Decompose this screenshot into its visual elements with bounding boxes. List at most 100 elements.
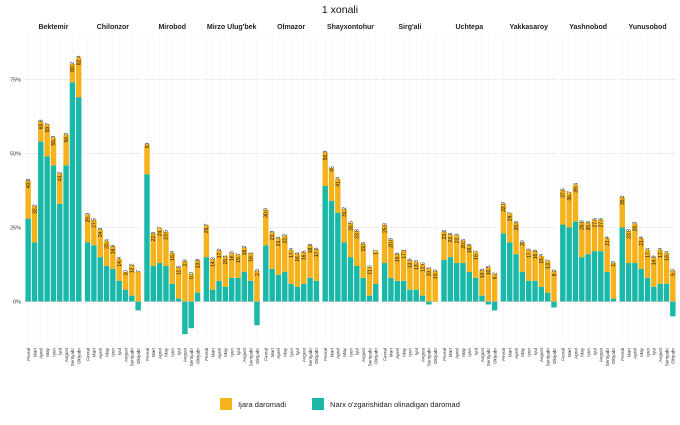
data-label: 17 [374,249,380,255]
bar-ijara [294,253,301,287]
bar-ijara [282,235,288,272]
x-tick-label: Avgust [480,347,485,362]
bar-narx [354,266,360,302]
facet-title: Chilonzor [97,24,130,31]
x-tick-label: Oktyabr [433,348,438,365]
bar-ijara [122,271,129,290]
bar-ijara [263,210,269,246]
x-tick-label: May [520,347,525,356]
legend-swatch-ijara [220,398,233,410]
bar-ijara [97,229,103,258]
bar-ijara [657,250,663,284]
x-tick-label: Fevral [26,348,31,361]
bar-narx [335,212,341,302]
data-label: 10.1 [427,266,433,276]
bar-ijara [663,252,670,284]
x-tick-label: Sentyabr [367,348,372,367]
x-tick-label: Sentyabr [486,348,491,367]
x-tick-label: Sentyabr [545,348,550,367]
x-tick-label: Fevral [620,348,625,361]
data-label: 23.3 [270,230,276,240]
facet-panel: Sirg'ali 25.8 Fevral 20.8 Mart 15.9 Aprel 17.1 M… [381,24,439,366]
x-tick-label: Fevral [85,348,90,361]
bar-ijara [69,64,76,83]
x-tick-label: Aprel [217,348,222,359]
bar-narx [538,286,545,302]
bar-narx [551,301,557,308]
bar-narx [341,242,347,302]
data-label: 13 [611,261,617,267]
bar-narx [247,280,254,302]
data-label: 82.4 [77,55,83,65]
data-label: 23.6 [442,229,448,239]
x-tick-label: Avgust [123,347,128,362]
x-tick-label: Sentyabr [70,348,75,367]
data-label: 18.9 [467,243,473,253]
bar-ijara [182,261,188,302]
bar-ijara [413,262,419,290]
bar-ijara [625,231,632,264]
bar-ijara [209,259,216,290]
legend-label-ijara: Ijara daromadi [238,399,287,409]
x-tick-label: May [283,347,288,356]
x-tick-label: Aprel [157,348,162,359]
bar-ijara [241,247,248,272]
bar-narx [91,245,97,302]
x-tick-label: May [639,347,644,356]
data-label: 18.6 [111,244,117,254]
data-label: 18.2 [242,245,248,255]
facet-title: Bektemir [38,24,68,31]
data-label: 13.8 [195,258,201,268]
bar-narx [194,292,201,302]
legend-item-narx: Narx o'zgarishidan olinadigan daromad [312,398,460,410]
bar-ijara [275,238,282,275]
data-label: 50.3 [323,150,329,160]
x-tick-label: Avgust [539,347,544,362]
y-tick-label: 75% [10,77,21,83]
y-tick-label: 50% [10,151,21,157]
data-label: 11.5 [176,265,182,275]
facet-title: Yakkasaroy [509,24,548,31]
bar-narx [413,289,419,302]
bar-ijara [373,251,379,284]
data-label: 22.2 [283,234,289,244]
bar-ijara [544,260,551,293]
data-label: 24.7 [157,226,163,236]
bar-narx [544,292,551,302]
bar-ijara [269,232,275,269]
bar-narx [644,277,651,302]
bar-narx [163,266,169,302]
bar-narx [269,268,275,302]
x-tick-label: Fevral [204,348,209,361]
data-label: 16.7 [473,250,479,260]
x-tick-label: Iyul [592,348,597,355]
data-label: 10.2 [433,269,439,279]
bar-narx [604,271,610,302]
data-label: 23.5 [164,230,170,240]
bar-ijara [572,184,579,222]
x-tick-label: Oktyabr [136,348,141,365]
data-label: 16.6 [302,250,308,260]
data-label: 22.9 [151,232,157,242]
x-tick-label: Oktyabr [671,348,676,365]
bar-ijara [381,225,388,264]
bar-ijara [453,235,460,264]
bar-ijara [466,245,473,272]
bar-narx [209,289,216,302]
bar-ijara [604,238,610,272]
bar-ijara [485,267,492,302]
data-label: 26.6 [586,221,592,231]
facet-title: Mirzo Ulug'bek [207,24,257,31]
bar-narx [216,280,222,302]
x-tick-label: Iyul [473,348,478,355]
data-label: 16.1 [295,252,301,262]
bar-narx [466,271,473,302]
facet-panel: Yunusobod 35.2 Fevral 23.8 Mart 26.3 Aprel 21.4… [619,24,677,366]
x-tick-label: Sentyabr [130,348,135,367]
facet-panel: Mirobod 53 Fevral 22.9 Mart 24.7 Aprel 23.5 May 1… [143,24,201,366]
data-label: 16.4 [664,251,670,261]
x-tick-label: Oktyabr [255,348,260,365]
bar-narx [394,280,400,302]
bar-ijara [228,253,235,278]
bar-ijara [247,253,254,281]
